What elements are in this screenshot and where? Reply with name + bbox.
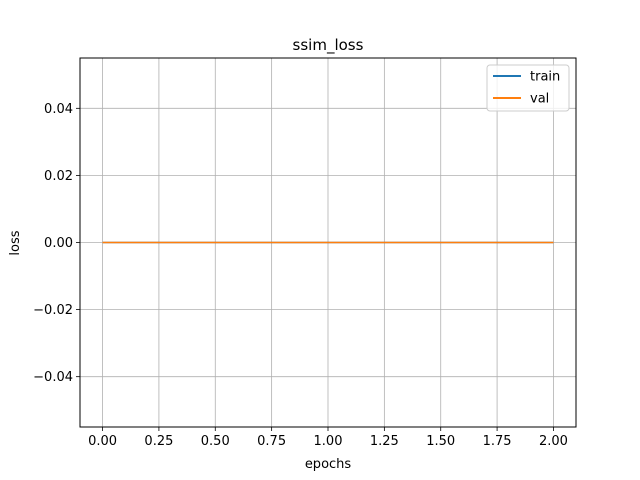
- y-axis-title: loss: [8, 230, 23, 255]
- x-tick-label: 1.00: [314, 434, 343, 449]
- x-tick-label: 0.25: [144, 434, 173, 449]
- legend-label-val: val: [530, 92, 549, 107]
- y-tick-label: −0.04: [33, 370, 73, 385]
- x-tick-label: 1.25: [370, 434, 399, 449]
- y-tick-label: 0.02: [44, 169, 73, 184]
- x-tick-label: 0.50: [201, 434, 230, 449]
- y-axis-ticks: −0.04 −0.02 0.00 0.02 0.04: [33, 102, 80, 385]
- chart-title: ssim_loss: [293, 36, 364, 55]
- x-axis-title: epochs: [305, 457, 352, 472]
- x-axis-ticks: 0.00 0.25 0.50 0.75 1.00 1.25 1.50 1.75 2.00: [88, 427, 568, 449]
- legend-label-train: train: [530, 70, 560, 85]
- x-tick-label: 0.00: [88, 434, 117, 449]
- y-tick-label: 0.04: [44, 102, 73, 117]
- legend: train val: [486, 64, 570, 112]
- x-tick-label: 0.75: [257, 434, 286, 449]
- y-tick-label: −0.02: [33, 303, 73, 318]
- x-tick-label: 1.75: [483, 434, 512, 449]
- x-tick-label: 2.00: [539, 434, 568, 449]
- y-tick-label: 0.00: [44, 236, 73, 251]
- x-tick-label: 1.50: [426, 434, 455, 449]
